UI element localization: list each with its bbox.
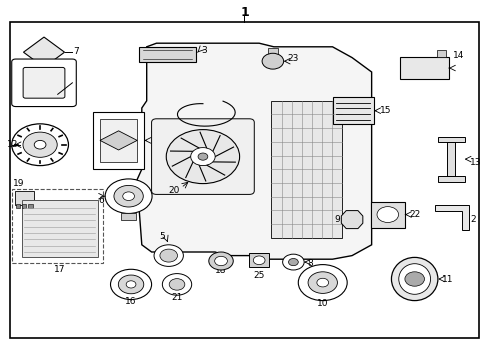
Circle shape	[214, 256, 227, 266]
Circle shape	[160, 249, 177, 262]
Bar	[16, 204, 20, 208]
Polygon shape	[137, 43, 371, 259]
Polygon shape	[100, 119, 137, 162]
Circle shape	[12, 124, 68, 166]
Circle shape	[162, 274, 191, 295]
Text: 6: 6	[98, 196, 103, 205]
Text: 25: 25	[253, 271, 264, 279]
Circle shape	[288, 258, 298, 266]
Bar	[93, 112, 144, 169]
Circle shape	[34, 140, 46, 149]
Circle shape	[23, 132, 57, 157]
Bar	[139, 47, 195, 62]
Bar	[28, 204, 33, 208]
Circle shape	[307, 272, 337, 293]
Bar	[271, 101, 342, 238]
Text: 21: 21	[171, 292, 183, 302]
Circle shape	[105, 179, 152, 213]
Circle shape	[376, 207, 398, 222]
Text: 17: 17	[54, 265, 65, 274]
Text: 23: 23	[287, 54, 298, 63]
Circle shape	[198, 153, 207, 160]
Circle shape	[169, 279, 184, 290]
Text: 5: 5	[159, 233, 165, 241]
FancyBboxPatch shape	[151, 119, 254, 194]
Bar	[267, 48, 277, 54]
Text: 9: 9	[333, 215, 339, 224]
Bar	[22, 200, 98, 257]
Bar	[10, 22, 478, 338]
Ellipse shape	[390, 257, 437, 301]
FancyBboxPatch shape	[23, 67, 65, 98]
Text: 2: 2	[469, 215, 475, 224]
Circle shape	[126, 281, 136, 288]
Text: 1: 1	[240, 6, 248, 19]
Text: 7: 7	[73, 48, 79, 57]
Text: 3: 3	[201, 46, 207, 55]
Ellipse shape	[398, 264, 429, 294]
Text: 8: 8	[306, 259, 312, 268]
Circle shape	[110, 269, 151, 300]
Text: 19: 19	[13, 179, 25, 188]
Bar	[249, 253, 268, 267]
Polygon shape	[341, 211, 362, 229]
Text: 18: 18	[215, 266, 226, 275]
Circle shape	[166, 130, 239, 184]
Polygon shape	[23, 37, 64, 67]
Circle shape	[253, 256, 264, 265]
Circle shape	[122, 192, 134, 201]
Bar	[15, 191, 34, 205]
Text: 20: 20	[168, 186, 180, 195]
Bar	[332, 97, 373, 124]
Circle shape	[316, 278, 328, 287]
Text: 24: 24	[150, 130, 161, 139]
Text: 12: 12	[7, 140, 19, 149]
Bar	[121, 213, 136, 220]
Circle shape	[298, 265, 346, 301]
Circle shape	[262, 53, 283, 69]
Circle shape	[118, 275, 143, 294]
Polygon shape	[434, 205, 468, 230]
Polygon shape	[100, 131, 137, 150]
Circle shape	[282, 254, 304, 270]
Text: 4: 4	[59, 90, 64, 99]
Text: 13: 13	[469, 158, 481, 167]
Bar	[12, 189, 102, 263]
Polygon shape	[437, 137, 464, 182]
Text: 11: 11	[441, 274, 452, 284]
Text: 10: 10	[316, 299, 328, 308]
Bar	[399, 57, 448, 79]
Circle shape	[404, 272, 424, 286]
Bar	[436, 50, 446, 57]
Text: 22: 22	[409, 210, 420, 219]
Text: 15: 15	[380, 106, 391, 115]
Circle shape	[154, 245, 183, 266]
Circle shape	[114, 185, 143, 207]
Bar	[370, 202, 404, 228]
FancyBboxPatch shape	[12, 59, 76, 107]
Text: 14: 14	[452, 51, 463, 60]
Circle shape	[208, 252, 233, 270]
Bar	[22, 204, 26, 208]
Circle shape	[190, 148, 215, 166]
Text: 16: 16	[125, 297, 137, 306]
